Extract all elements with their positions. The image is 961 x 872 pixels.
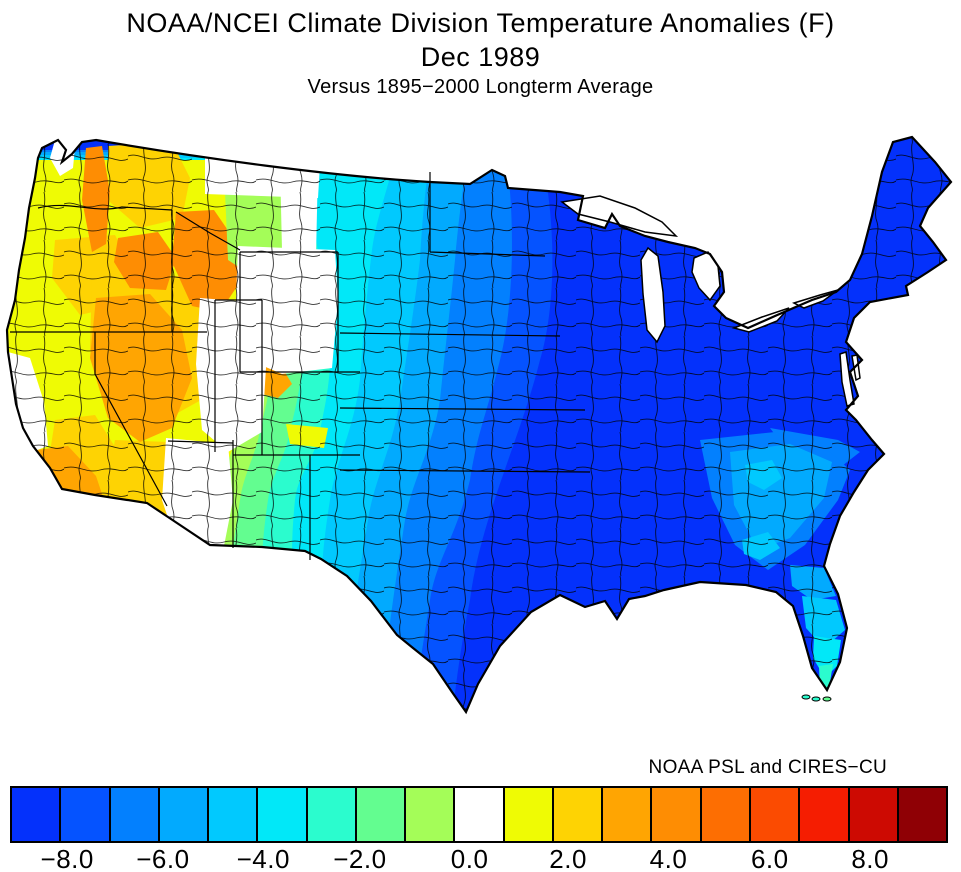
colorbar-cell bbox=[12, 788, 60, 841]
colorbar-tick-label: 8.0 bbox=[851, 844, 889, 872]
colorbar-cell bbox=[207, 788, 257, 841]
colorbar-tick-label: 0.0 bbox=[450, 844, 489, 872]
lake-erie bbox=[731, 307, 790, 333]
colorbar-cell bbox=[108, 788, 158, 841]
page-title: NOAA/NCEI Climate Division Temperature A… bbox=[126, 8, 835, 38]
colorbar-cell bbox=[896, 788, 947, 841]
colorbar-cell bbox=[305, 788, 355, 841]
colorbar-cell bbox=[453, 788, 503, 841]
colorbar-tick-label: −6.0 bbox=[136, 844, 190, 872]
colorbar-tick-label: 4.0 bbox=[649, 844, 688, 872]
anomaly-fill-layers bbox=[7, 137, 951, 712]
colorbar-tick-label: −8.0 bbox=[40, 844, 94, 872]
colorbar-tick-label: −2.0 bbox=[333, 844, 387, 872]
florida-keys bbox=[801, 694, 832, 702]
colorbar-cell bbox=[59, 788, 109, 841]
colorbar-cell bbox=[551, 788, 602, 841]
baseline-subtitle: Versus 1895−2000 Longterm Average bbox=[307, 76, 654, 98]
colorbar-cell bbox=[404, 788, 454, 841]
colorbar-cell bbox=[847, 788, 897, 841]
colorbar bbox=[10, 786, 948, 843]
period-subtitle: Dec 1989 bbox=[420, 42, 541, 72]
credit-attribution: NOAA PSL and CIRES−CU bbox=[648, 757, 887, 778]
colorbar-cell bbox=[157, 788, 208, 841]
colorbar-cell bbox=[256, 788, 306, 841]
lake-superior bbox=[560, 195, 679, 238]
colorbar-cell bbox=[601, 788, 651, 841]
great-lakes bbox=[560, 195, 861, 407]
colorbar-tick-label: 6.0 bbox=[750, 844, 789, 872]
lake-michigan bbox=[640, 246, 666, 344]
colorbar-cell bbox=[748, 788, 799, 841]
colorbar-cell bbox=[502, 788, 552, 841]
colorbar-tick-label: −4.0 bbox=[236, 844, 290, 872]
colorbar-cell bbox=[650, 788, 700, 841]
colorbar-cell bbox=[354, 788, 405, 841]
colorbar-cell bbox=[699, 788, 749, 841]
colorbar-ticks: −8.0 −6.0 −4.0 −2.0 0.0 2.0 4.0 6.0 8.0 bbox=[10, 844, 948, 872]
colorbar-tick-label: 2.0 bbox=[549, 844, 587, 872]
us-outline bbox=[5, 135, 953, 715]
state-borders bbox=[10, 172, 591, 560]
colorbar-cell bbox=[798, 788, 848, 841]
us-anomaly-map bbox=[5, 135, 953, 715]
climate-division-borders-texture bbox=[7, 137, 951, 712]
